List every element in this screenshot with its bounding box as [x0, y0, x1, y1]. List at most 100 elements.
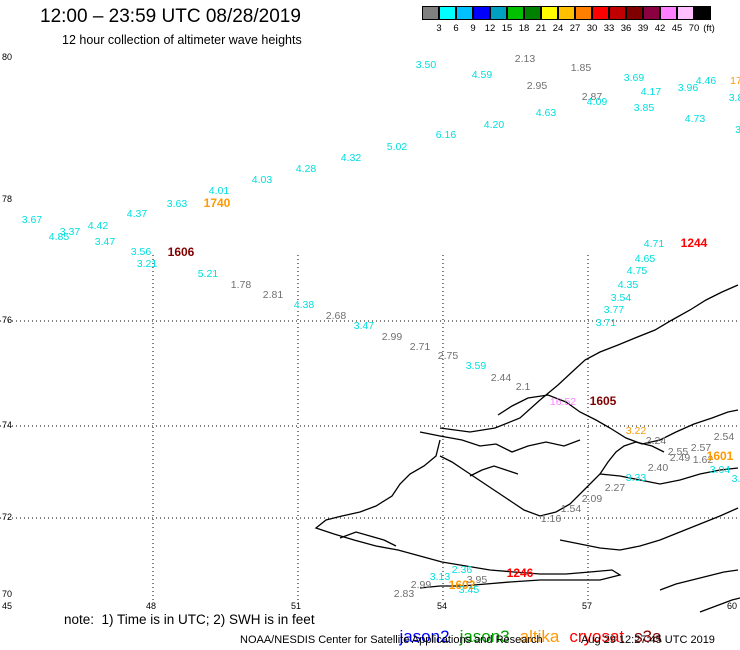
scale-label: 39 — [637, 23, 649, 34]
wave-height-label: 1.16 — [541, 513, 562, 525]
wave-height-label: 2.36 — [452, 564, 473, 576]
wave-height-label: 1.85 — [571, 62, 592, 74]
scale-swatch — [643, 6, 660, 20]
wave-height-label: 3.37 — [60, 226, 81, 238]
satellite-legend: jason2 jason3 altika cryosat s3a — [390, 607, 672, 647]
scale-swatch — [592, 6, 609, 20]
scale-swatch — [677, 6, 694, 20]
wave-height-label: 3.71 — [596, 317, 617, 329]
wave-height-label: 2.49 — [670, 452, 691, 464]
scale-swatch — [524, 6, 541, 20]
wave-height-label: 4.75 — [627, 265, 648, 277]
scale-label: 27 — [569, 23, 581, 34]
wave-height-label: 2.24 — [646, 435, 667, 447]
scale-swatch — [456, 6, 473, 20]
wave-height-label: 2.57 — [691, 442, 712, 454]
y-tick-label: 70 — [2, 589, 12, 599]
wave-height-label: 3.67 — [22, 214, 43, 226]
y-tick-label: 76 — [2, 315, 12, 325]
wave-height-label: 4.37 — [127, 208, 148, 220]
wave-height-label: 1244 — [681, 236, 708, 250]
scale-label: 45 — [671, 23, 683, 34]
wave-height-label: 2.13 — [515, 53, 536, 65]
wave-height-label: 3.21 — [137, 258, 158, 270]
wave-height-label: 1.54 — [561, 503, 582, 515]
wave-height-label: 3.04 — [710, 464, 731, 476]
wave-height-label: 2.99 — [382, 331, 403, 343]
wave-height-label: 5.21 — [198, 268, 219, 280]
wave-height-label: 2.81 — [263, 289, 284, 301]
wave-height-label: 4.35 — [618, 279, 639, 291]
wave-height-label: 1602 — [449, 578, 476, 592]
x-tick-label: 51 — [291, 601, 301, 611]
x-tick-label: 54 — [437, 601, 447, 611]
wave-height-label: 4.03 — [252, 174, 273, 186]
legend-jason3: jason3 — [459, 627, 510, 646]
y-tick-label: 80 — [2, 52, 12, 62]
scale-label: 24 — [552, 23, 564, 34]
wave-height-label: 2.1 — [516, 381, 531, 393]
wave-height-label: 2.27 — [605, 482, 626, 494]
wave-height-label: 4.09 — [587, 96, 608, 108]
wave-height-label: 3.63 — [167, 198, 188, 210]
wave-height-label: 2.68 — [326, 310, 347, 322]
wave-height-label: 3.96 — [678, 82, 699, 94]
scale-label: 9 — [470, 23, 476, 34]
coastline — [314, 284, 740, 613]
scale-label: 3 — [436, 23, 442, 34]
wave-height-label: 3.47 — [354, 320, 375, 332]
wave-height-label: 2.54 — [714, 431, 735, 443]
wave-height-label: 4.17 — [641, 86, 662, 98]
wave-height-label: 17 — [730, 75, 740, 87]
scale-label: 33 — [603, 23, 615, 34]
wave-height-label: 4.59 — [472, 69, 493, 81]
wave-height-label: 1.62 — [693, 454, 714, 466]
legend-jason2: jason2 — [399, 627, 450, 646]
footnote: note: 1) Time is in UTC; 2) SWH is in fe… — [64, 612, 315, 627]
scale-swatch — [575, 6, 592, 20]
scale-swatch — [541, 6, 558, 20]
wave-height-label: 2.87 — [582, 91, 603, 103]
wave-height-label: 4.28 — [296, 163, 317, 175]
credit-line: NOAA/NESDIS Center for Satellite Applica… — [240, 634, 543, 646]
wave-height-label: 2.95 — [527, 80, 548, 92]
wave-height-label: 5.02 — [387, 141, 408, 153]
wave-height-label: 2.99 — [411, 579, 432, 591]
scale-swatch — [439, 6, 456, 20]
scale-swatch — [490, 6, 507, 20]
wave-height-label: 3. — [732, 473, 740, 485]
scale-swatch — [694, 6, 711, 20]
wave-height-label: 3.33 — [626, 472, 647, 484]
x-tick-label: 48 — [146, 601, 156, 611]
wave-height-label: 2.40 — [648, 462, 669, 474]
wave-height-label: 16.52 — [550, 396, 576, 408]
wave-height-label: 4.46 — [696, 75, 717, 87]
scale-label: 30 — [586, 23, 598, 34]
wave-height-label: 1740 — [204, 196, 231, 210]
wave-height-label: 3.54 — [611, 292, 632, 304]
y-tick-label: 74 — [2, 420, 12, 430]
wave-height-label: 1246 — [507, 566, 534, 580]
legend-cryosat: cryosat — [569, 627, 625, 646]
wave-height-label: 4.20 — [484, 119, 505, 131]
scale-label: 36 — [620, 23, 632, 34]
axis-labels: 45 48 51 54 57 60 80 78 76 74 72 70 — [2, 52, 737, 611]
graticule — [0, 255, 740, 600]
wave-height-label: 4.65 — [635, 253, 656, 265]
wave-height-label: 3.13 — [430, 571, 451, 583]
legend-s3a: s3a — [634, 627, 662, 646]
wave-height-label: 3 — [735, 124, 740, 136]
wave-height-label: 3.45 — [459, 584, 480, 596]
legend-altika: altika — [519, 627, 560, 646]
wave-height-label: 2.55 — [668, 446, 689, 458]
wave-height-label: 1601 — [707, 449, 734, 463]
scale-label: 70 — [688, 23, 700, 34]
wave-height-label: 1605 — [590, 394, 617, 408]
generated-timestamp: Aug 29 12:27:45 UTC 2019 — [581, 634, 715, 646]
scale-swatch — [609, 6, 626, 20]
scale-swatch — [473, 6, 490, 20]
y-tick-label: 78 — [2, 194, 12, 204]
scale-swatch — [558, 6, 575, 20]
wave-height-label: 3.8 — [729, 92, 740, 104]
